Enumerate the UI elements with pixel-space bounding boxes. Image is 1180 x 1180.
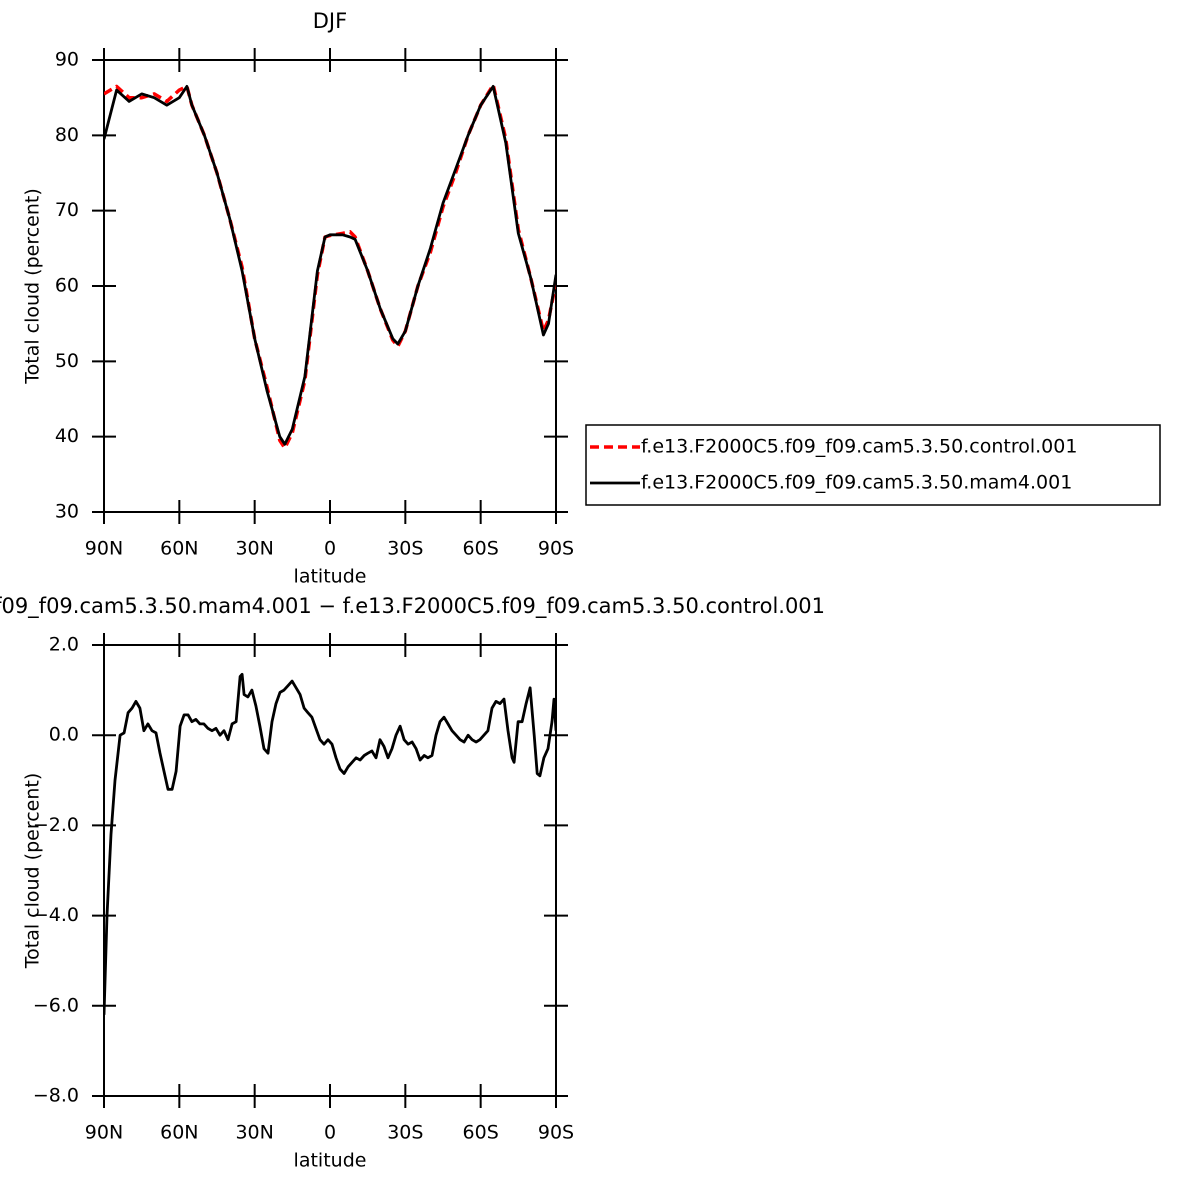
- x-tick-label: 30N: [235, 538, 273, 560]
- x-tick-label: 60N: [160, 538, 198, 560]
- y-tick-label: −6.0: [33, 994, 79, 1016]
- y-axis-label: Total cloud (percent): [22, 188, 44, 385]
- y-tick-label: 2.0: [49, 634, 79, 656]
- x-tick-label: 90N: [85, 538, 123, 560]
- x-tick-label: 0: [324, 538, 336, 560]
- legend-label: f.e13.F2000C5.f09_f09.cam5.3.50.control.…: [641, 436, 1077, 458]
- y-tick-label: 60: [55, 275, 79, 297]
- x-axis-label: latitude: [294, 1150, 367, 1172]
- x-tick-label: 90S: [538, 1122, 574, 1144]
- y-tick-label: 30: [55, 501, 79, 523]
- chart-title: DJF: [313, 9, 347, 33]
- y-tick-label: 40: [55, 425, 79, 447]
- y-axis-label: Total cloud (percent): [22, 773, 44, 970]
- chart-title: f.e13.F2000C5.f09_f09.cam5.3.50.mam4.001…: [0, 594, 825, 619]
- legend-box: [585, 424, 1161, 506]
- legend-label: f.e13.F2000C5.f09_f09.cam5.3.50.mam4.001: [641, 472, 1072, 494]
- series-line: [104, 672, 556, 1015]
- y-tick-label: −4.0: [33, 904, 79, 926]
- x-tick-label: 60N: [160, 1122, 198, 1144]
- y-tick-label: 0.0: [49, 724, 79, 746]
- series-line: [104, 85, 556, 446]
- x-axis-label: latitude: [294, 566, 367, 588]
- series-line: [104, 83, 556, 450]
- y-tick-label: 70: [55, 199, 79, 221]
- x-tick-label: 0: [324, 1122, 336, 1144]
- x-tick-label: 90S: [538, 538, 574, 560]
- y-tick-label: 50: [55, 350, 79, 372]
- y-tick-label: 90: [55, 49, 79, 71]
- x-tick-label: 60S: [463, 1122, 499, 1144]
- y-tick-label: −2.0: [33, 814, 79, 836]
- x-tick-label: 90N: [85, 1122, 123, 1144]
- y-tick-label: −8.0: [33, 1085, 79, 1107]
- x-tick-label: 30N: [235, 1122, 273, 1144]
- y-tick-label: 80: [55, 124, 79, 146]
- plot-frame: [103, 59, 557, 513]
- plot-frame: [103, 644, 557, 1097]
- x-tick-label: 30S: [387, 1122, 423, 1144]
- x-tick-label: 60S: [463, 538, 499, 560]
- x-tick-label: 30S: [387, 538, 423, 560]
